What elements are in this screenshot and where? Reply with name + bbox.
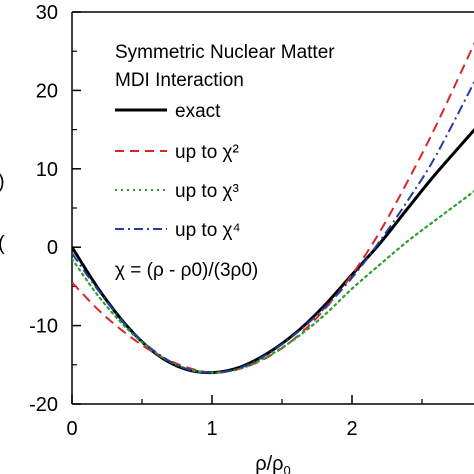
x-tick-label: 2 <box>346 418 357 440</box>
x-axis-label: ρ/ρ0 <box>255 453 291 474</box>
x-tick-label: 0 <box>66 418 77 440</box>
legend-title-line-1: Symmetric Nuclear Matter <box>115 42 335 63</box>
legend-label-chi3: up to χ³ <box>175 181 239 202</box>
legend: Symmetric Nuclear Matter MDI Interaction… <box>115 42 335 281</box>
chi-definition: χ = (ρ - ρ0)/(3ρ0) <box>115 260 258 281</box>
legend-label-exact: exact <box>175 101 221 122</box>
y-tick-label: 0 <box>47 237 58 259</box>
y-tick-label: -10 <box>29 316 58 338</box>
legend-label-chi2: up to χ² <box>175 142 239 163</box>
legend-label-chi4: up to χ⁴ <box>175 220 241 241</box>
series-line-2 <box>72 190 474 374</box>
y-tick-label: 10 <box>36 159 58 181</box>
y-axis-label-fragment-top: ) <box>0 171 5 193</box>
series-line-0 <box>72 127 474 375</box>
legend-title-line-2: MDI Interaction <box>115 70 244 91</box>
x-tick-label: 1 <box>206 418 217 440</box>
series-line-3 <box>72 80 474 374</box>
y-tick-label: 30 <box>36 2 58 24</box>
y-tick-label: 20 <box>36 80 58 102</box>
series-lines <box>72 41 474 375</box>
tick-labels: -20 -10 0 10 20 30 0 1 2 <box>29 2 357 440</box>
y-tick-label: -20 <box>29 394 58 416</box>
y-axis-label-fragment-bottom: ( <box>0 233 5 255</box>
